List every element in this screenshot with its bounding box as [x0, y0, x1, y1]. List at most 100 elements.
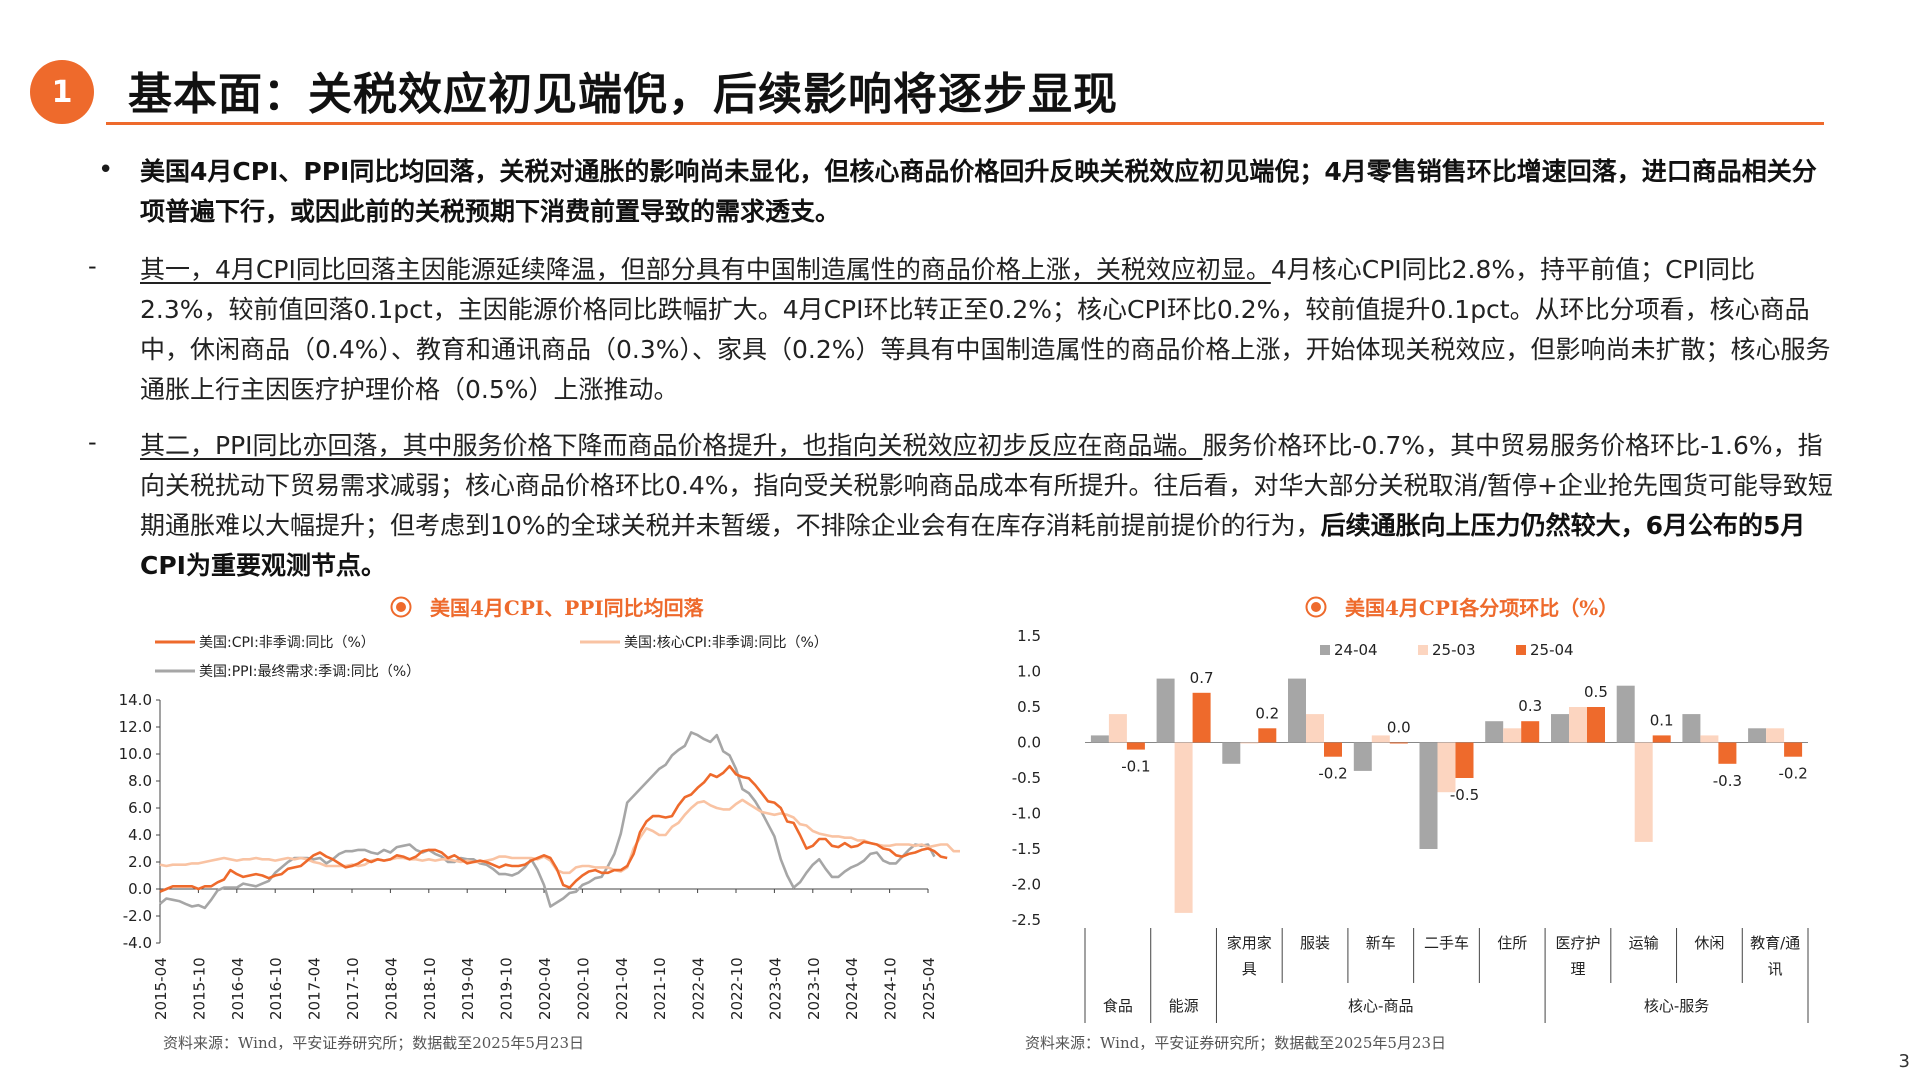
- bullet-sub1-text: 4月核心CPI同比2.8%，持平前值；CPI同比2.3%，较前值回落0.1pct…: [140, 255, 1831, 404]
- y-tick-label: -2.0: [123, 907, 152, 925]
- category-label: 新车: [1366, 934, 1396, 952]
- bar: [1353, 742, 1372, 771]
- dash-symbol-1: -: [88, 252, 97, 280]
- x-tick-label: 2022-04: [690, 957, 708, 1020]
- x-tick-label: 2023-04: [766, 957, 784, 1020]
- bar-chart: 1.5 1.0 0.5 0.0 -0.5 -1.0 -1.5 -2.0 -2.5 -0.1 0.7 0…: [1012, 627, 1809, 1023]
- legend-label: 25-04: [1530, 641, 1574, 659]
- bullet-sub2: 其二，PPI同比亦回落，其中服务价格下降而商品价格提升，也指向关税效应初步反应在…: [140, 426, 1840, 586]
- category-label: 医疗护理: [1555, 934, 1600, 978]
- bar: [1700, 735, 1719, 743]
- bar: [1521, 721, 1540, 743]
- data-label: 0.1: [1650, 711, 1674, 729]
- y-tick-label: -1.5: [1012, 840, 1041, 858]
- y-tick-label: 4.0: [128, 826, 152, 844]
- series-line: [159, 731, 936, 910]
- y-tick-label: 1.5: [1017, 627, 1041, 645]
- left-chart-title-text: 美国4月CPI、PPI同比均回落: [430, 596, 704, 620]
- left-chart-title: 美国4月CPI、PPI同比均回落: [390, 592, 704, 621]
- bar: [1306, 714, 1324, 743]
- y-tick-label: 10.0: [119, 745, 152, 763]
- bar: [1156, 678, 1175, 743]
- data-label: 0.2: [1255, 704, 1279, 722]
- y-tick-label: -2.5: [1012, 911, 1041, 929]
- category-label: 家用家具: [1227, 934, 1272, 978]
- bullet-sub2-lead: 其二，PPI同比亦回落，其中服务价格下降而商品价格提升，也指向关税效应初步反应在…: [140, 431, 1203, 460]
- section-number-badge: 1: [30, 60, 94, 124]
- bullet-sub2-text: 服务价格环比-0.7%，其中贸易服务价格环比-1.6%，指向关税扰动下贸易需求减…: [140, 431, 1833, 540]
- y-tick-label: 12.0: [119, 718, 152, 736]
- bar: [1455, 742, 1474, 778]
- y-tick-label: -0.5: [1012, 769, 1041, 787]
- x-tick-label: 2023-10: [805, 957, 823, 1020]
- right-chart-title-text: 美国4月CPI各分项环比（%）: [1345, 596, 1619, 620]
- bar: [1108, 714, 1127, 743]
- category-label: 运输: [1629, 934, 1659, 952]
- series-line: [159, 798, 960, 875]
- title-divider: [106, 122, 1824, 125]
- category-label: 住所: [1497, 934, 1527, 952]
- category-label: 能源: [1169, 997, 1199, 1015]
- data-label: -0.2: [1318, 765, 1347, 783]
- x-tick-label: 2017-04: [306, 957, 324, 1020]
- bar: [1258, 728, 1277, 743]
- y-tick-label: 0.5: [1017, 698, 1041, 716]
- data-label: 0.3: [1518, 697, 1542, 715]
- bar: [1748, 728, 1767, 743]
- bar: [1718, 742, 1737, 764]
- target-icon: [390, 596, 412, 617]
- y-tick-label: 6.0: [128, 799, 152, 817]
- x-tick-label: 2024-04: [843, 957, 861, 1020]
- legend-label: 美国:PPI:最终需求:季调:同比（%）: [199, 664, 420, 680]
- x-tick-label: 2017-10: [344, 957, 362, 1020]
- legend-label: 25-03: [1432, 641, 1476, 659]
- x-tick-label: 2021-10: [651, 957, 669, 1020]
- bar: [1569, 707, 1587, 743]
- x-tick-label: 2016-10: [267, 957, 285, 1020]
- bullet-symbol: •: [98, 155, 114, 185]
- y-tick-label: 8.0: [128, 772, 152, 790]
- data-label: -0.1: [1121, 758, 1150, 776]
- legend-swatch: [1516, 645, 1526, 655]
- y-tick-label: -2.0: [1012, 876, 1041, 894]
- bar: [1766, 728, 1785, 743]
- y-tick-label: 0.0: [128, 880, 152, 898]
- bullet-main-text: 美国4月CPI、PPI同比均回落，关税对通胀的影响尚未显化，但核心商品价格回升反…: [140, 157, 1817, 226]
- x-tick-label: 2018-10: [421, 957, 439, 1020]
- group-label: 核心-商品: [1348, 997, 1413, 1015]
- bar: [1174, 742, 1193, 913]
- x-tick-label: 2025-04: [920, 957, 938, 1020]
- bar: [1090, 735, 1109, 743]
- y-tick-label: 0.0: [1017, 734, 1041, 752]
- bar: [1485, 721, 1504, 743]
- data-label: -0.3: [1713, 772, 1742, 790]
- right-chart-title: 美国4月CPI各分项环比（%）: [1305, 592, 1618, 621]
- bullet-sub1-lead: 其一，4月CPI同比回落主因能源延续降温，但部分具有中国制造属性的商品价格上涨，…: [140, 255, 1271, 284]
- bullet-sub2-tail: 后续通胀向上压力仍然较大，6月公布的5月CPI为重要观测节点。: [140, 511, 1806, 580]
- dash-symbol-2: -: [88, 428, 97, 456]
- bullet-sub1: 其一，4月CPI同比回落主因能源延续降温，但部分具有中国制造属性的商品价格上涨，…: [140, 250, 1840, 410]
- bar: [1587, 707, 1605, 743]
- bar: [1616, 685, 1635, 743]
- category-label: 服装: [1300, 934, 1330, 952]
- x-tick-label: 2019-10: [498, 957, 516, 1020]
- x-tick-label: 2020-10: [574, 957, 592, 1020]
- y-tick-label: -1.0: [1012, 805, 1041, 823]
- bar: [1652, 735, 1671, 743]
- x-tick-label: 2015-10: [190, 957, 208, 1020]
- bar: [1784, 742, 1803, 757]
- bar: [1192, 692, 1211, 743]
- legend-swatch: [1418, 645, 1428, 655]
- bar: [1551, 714, 1569, 743]
- data-label: 0.5: [1584, 683, 1608, 701]
- right-source-note: 资料来源：Wind，平安证券研究所；数据截至2025年5月23日: [1025, 1034, 1447, 1052]
- y-tick-label: -4.0: [123, 934, 152, 952]
- bar: [1503, 728, 1522, 743]
- bar: [1371, 735, 1390, 743]
- x-tick-label: 2022-10: [728, 957, 746, 1020]
- legend-label: 24-04: [1334, 641, 1378, 659]
- x-tick-label: 2020-04: [536, 957, 554, 1020]
- y-tick-label: 14.0: [119, 691, 152, 709]
- x-tick-label: 2018-04: [382, 957, 400, 1020]
- legend-swatch: [1320, 645, 1330, 655]
